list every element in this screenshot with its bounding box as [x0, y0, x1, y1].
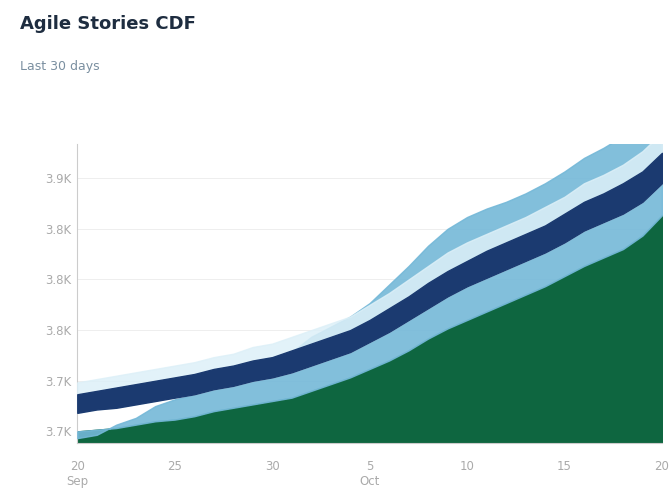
Text: 20: 20 — [655, 460, 669, 473]
Text: Agile Stories CDF: Agile Stories CDF — [20, 15, 196, 33]
Text: 15: 15 — [557, 460, 572, 473]
Text: 10: 10 — [460, 460, 474, 473]
Text: 25: 25 — [167, 460, 182, 473]
Text: 30: 30 — [265, 460, 280, 473]
Text: Oct: Oct — [360, 475, 380, 488]
Text: Sep: Sep — [67, 475, 88, 488]
Text: 20: 20 — [70, 460, 85, 473]
Text: Last 30 days: Last 30 days — [20, 60, 99, 73]
Text: 5: 5 — [366, 460, 373, 473]
